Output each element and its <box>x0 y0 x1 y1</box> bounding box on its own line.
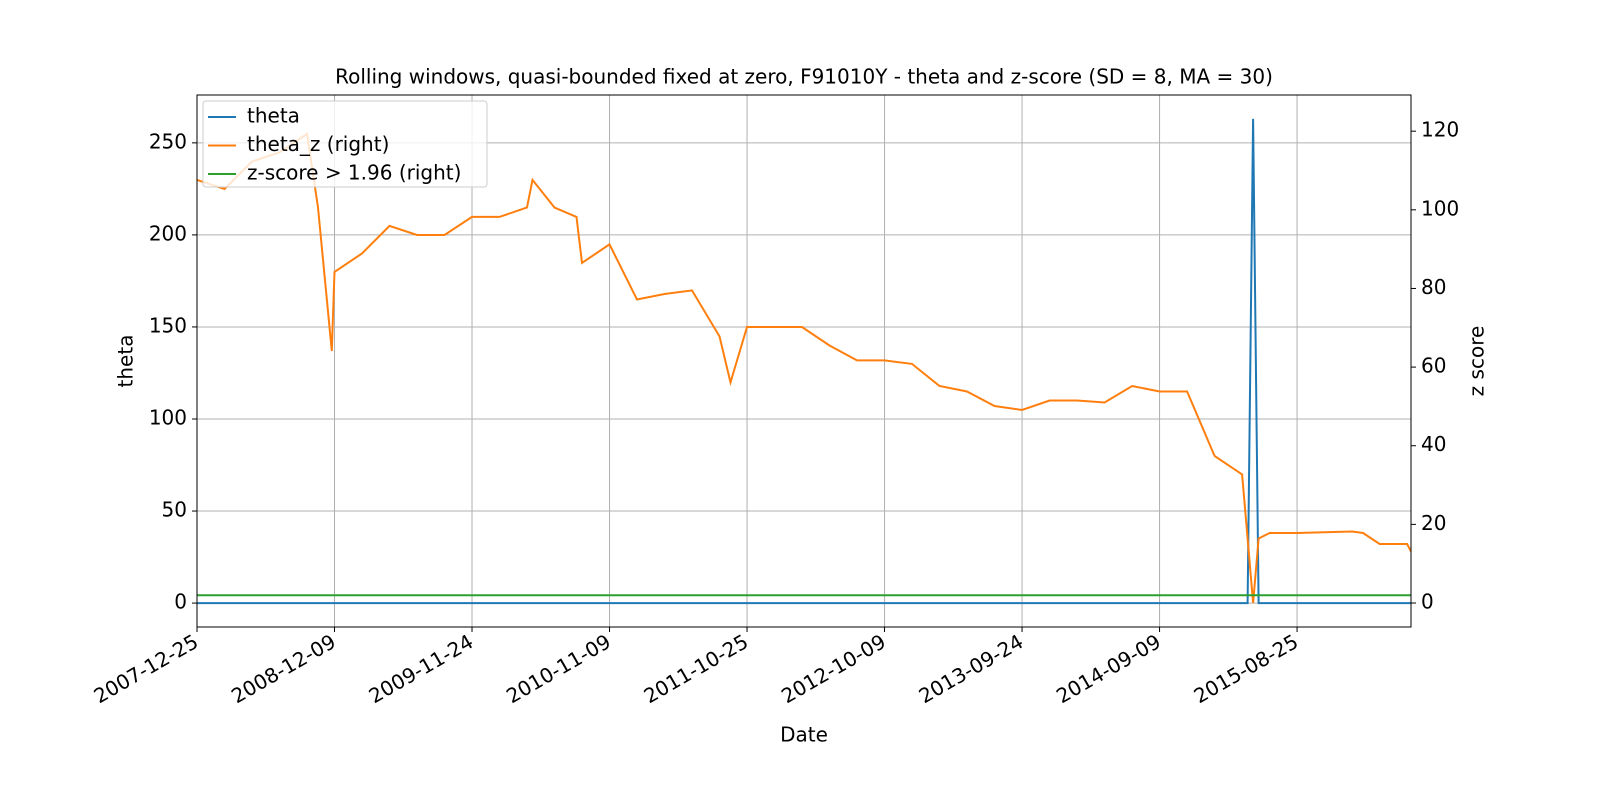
x-axis-label: Date <box>780 723 828 747</box>
y2-tick-label: 100 <box>1421 196 1459 220</box>
y-tick-label: 50 <box>162 498 187 522</box>
legend-label: z-score > 1.96 (right) <box>247 161 461 185</box>
x-tick-label: 2010-11-09 <box>502 629 615 708</box>
x-tick-label: 2009-11-24 <box>365 629 478 708</box>
x-tick-label: 2007-12-25 <box>90 629 203 708</box>
x-tick-label: 2011-10-25 <box>640 629 753 708</box>
y-tick-label: 250 <box>149 129 187 153</box>
y-tick-label: 200 <box>149 221 187 245</box>
x-tick-label: 2012-10-09 <box>777 629 890 708</box>
y2-tick-label: 80 <box>1421 275 1446 299</box>
y-tick-label: 100 <box>149 405 187 429</box>
x-tick-label: 2014-09-09 <box>1052 629 1165 708</box>
chart-title: Rolling windows, quasi-bounded fixed at … <box>335 65 1273 89</box>
legend-box <box>202 100 488 188</box>
y-tick-label: 0 <box>174 590 187 614</box>
y2-tick-label: 60 <box>1421 354 1446 378</box>
y2-axis-label: z score <box>1465 326 1489 397</box>
legend: theta theta_z (right) z-score > 1.96 (righ… <box>202 100 488 188</box>
plot-frame <box>196 94 1412 628</box>
y2-tick-label: 40 <box>1421 432 1446 456</box>
legend-label: theta_z (right) <box>247 132 389 156</box>
y2-tick-label: 120 <box>1421 118 1459 142</box>
y2-tick-label: 0 <box>1421 590 1434 614</box>
x-tick-label: 2015-08-25 <box>1190 629 1303 708</box>
series-line <box>196 132 1412 604</box>
y-axis-label: theta <box>114 335 138 388</box>
series-line <box>197 118 1411 605</box>
x-tick-label: 2013-09-24 <box>915 629 1028 708</box>
legend-label: theta <box>247 104 300 128</box>
y2-tick-label: 20 <box>1421 511 1446 535</box>
y-tick-label: 150 <box>149 313 187 337</box>
x-tick-label: 2008-12-09 <box>227 629 340 708</box>
